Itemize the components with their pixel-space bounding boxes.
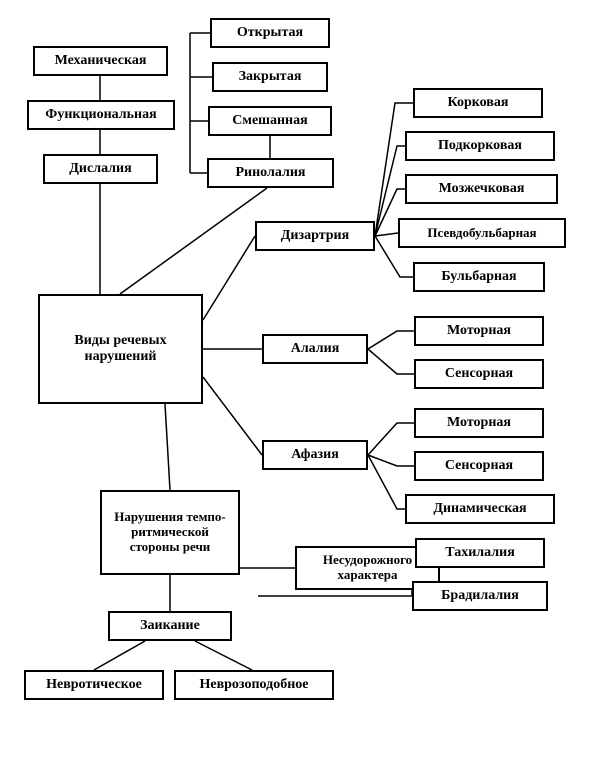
node-label: Функциональная [33,107,169,123]
node-mixed: Смешанная [208,106,332,136]
node-open: Открытая [210,18,330,48]
node-label: Тахилалия [421,545,539,561]
node-mech: Механическая [33,46,168,76]
node-closed: Закрытая [212,62,328,92]
node-bulb: Бульбарная [413,262,545,292]
node-label: Невротическое [30,677,158,693]
node-label: Псевдобульбарная [404,226,560,241]
node-alal: Алалия [262,334,368,364]
node-label: Неврозоподобное [180,677,328,693]
node-label: Закрытая [218,69,322,85]
node-sens2: Сенсорная [414,451,544,481]
node-label: Нарушения темпо-ритмической стороны речи [106,510,234,555]
edge [368,455,414,466]
edge [368,331,414,349]
node-label: Виды речевых нарушений [44,333,197,365]
node-label: Алалия [268,341,362,357]
node-motor2: Моторная [414,408,544,438]
edge [368,349,414,374]
node-label: Дислалия [49,161,152,177]
node-rhino: Ринолалия [207,158,334,188]
edge [368,455,405,509]
node-func: Функциональная [27,100,175,130]
node-label: Механическая [39,53,162,69]
node-dynam: Динамическая [405,494,555,524]
node-label: Смешанная [214,113,326,129]
node-label: Ринолалия [213,165,328,181]
node-zaik: Заикание [108,611,232,641]
node-tahi: Тахилалия [415,538,545,568]
node-label: Сенсорная [420,458,538,474]
node-label: Афазия [268,447,362,463]
node-pseudo: Псевдобульбарная [398,218,566,248]
node-label: Заикание [114,618,226,634]
node-bradi: Брадилалия [412,581,548,611]
edge [165,404,170,490]
node-label: Корковая [419,95,537,111]
edge [120,188,267,294]
node-label: Моторная [420,323,538,339]
edge [375,103,413,236]
node-nevrot: Невротическое [24,670,164,700]
node-podk: Подкорковая [405,131,555,161]
node-nevroz: Неврозоподобное [174,670,334,700]
node-root: Виды речевых нарушений [38,294,203,404]
node-label: Бульбарная [419,269,539,285]
edge [203,236,255,320]
node-label: Мозжечковая [411,181,552,197]
node-kork: Корковая [413,88,543,118]
node-label: Открытая [216,25,324,41]
node-afaz: Афазия [262,440,368,470]
node-label: Дизартрия [261,228,369,244]
node-motor1: Моторная [414,316,544,346]
node-label: Брадилалия [418,588,542,604]
node-dysar: Дизартрия [255,221,375,251]
edge [195,641,252,670]
edge [94,641,145,670]
node-tempo: Нарушения темпо-ритмической стороны речи [100,490,240,575]
node-label: Моторная [420,415,538,431]
node-label: Сенсорная [420,366,538,382]
diagram-stage: Механическая Функциональная Дислалия Открыт… [0,0,593,763]
edge [368,423,414,455]
node-mozz: Мозжечковая [405,174,558,204]
node-label: Динамическая [411,501,549,517]
node-label: Подкорковая [411,138,549,154]
edge [375,233,398,236]
edge [203,377,262,455]
node-disl: Дислалия [43,154,158,184]
node-sens1: Сенсорная [414,359,544,389]
